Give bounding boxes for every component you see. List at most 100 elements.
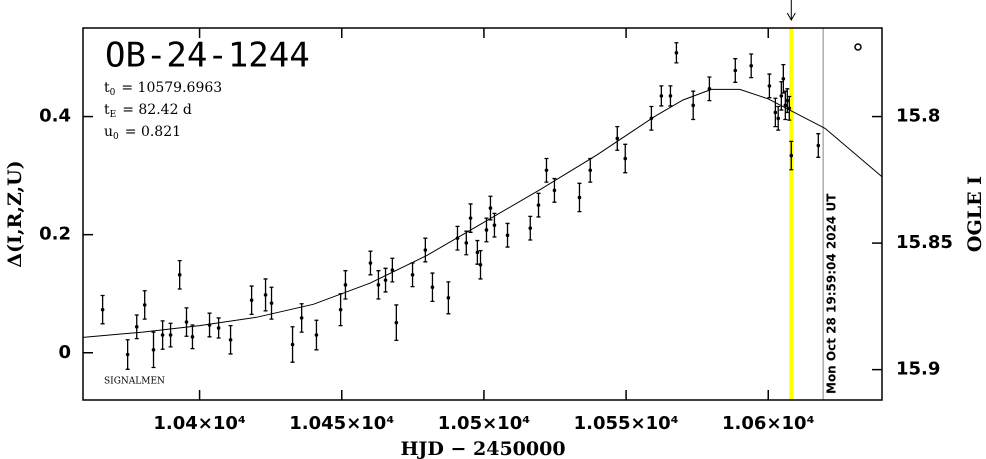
parameter-sub: 0 (110, 88, 116, 98)
x-tick-label: 1.06×10⁴ (722, 413, 815, 434)
data-point (314, 333, 319, 337)
data-point (536, 203, 541, 207)
data-point (190, 335, 195, 339)
y2-tick-label: 15.9 (896, 359, 940, 380)
y-tick-label: 0.2 (39, 224, 71, 245)
data-point (787, 106, 792, 111)
data-point (376, 283, 381, 287)
data-point (623, 156, 628, 161)
x-axis-label: HJD − 2450000 (400, 438, 565, 459)
data-point (588, 168, 593, 173)
data-point (749, 63, 754, 68)
data-point (134, 324, 139, 329)
parameter-value: = 82.42 d (122, 102, 192, 118)
timestamp-label: Mon Oct 28 19:59:04 2024 UT (825, 193, 839, 394)
data-point (290, 342, 295, 347)
data-point (168, 333, 173, 337)
data-point (338, 307, 343, 312)
data-point (423, 248, 428, 252)
data-point (733, 68, 738, 73)
data-point (773, 110, 778, 115)
data-point (781, 76, 786, 81)
data-point (478, 262, 483, 267)
data-point (779, 94, 784, 98)
data-point (368, 261, 373, 265)
data-point (151, 348, 156, 352)
parameter-sub: E (110, 110, 117, 120)
data-point (484, 228, 489, 232)
data-point (269, 301, 274, 305)
data-point (552, 188, 557, 193)
data-point (488, 206, 493, 210)
parameter: u0 = 0.821 (104, 124, 181, 142)
data-point (674, 51, 679, 55)
data-point (691, 103, 695, 108)
data-point (249, 298, 254, 303)
data-point (394, 320, 399, 325)
chart-title: OB-24-1244 (105, 36, 310, 76)
data-point (707, 87, 712, 91)
data-point (789, 153, 794, 158)
data-point (816, 143, 821, 148)
data-point (649, 116, 654, 121)
data-point (228, 337, 233, 342)
data-point (577, 195, 582, 200)
data-point (446, 296, 451, 300)
data-point (207, 323, 212, 327)
data-point (783, 103, 788, 108)
data-point (263, 293, 268, 297)
parameter-value: = 0.821 (125, 124, 181, 140)
data-point (184, 320, 189, 324)
data-point (142, 303, 147, 307)
data-point (125, 352, 130, 357)
x-tick-label: 1.055×10⁴ (574, 413, 679, 434)
symbol (854, 43, 862, 51)
data-point (430, 285, 435, 290)
data-point (475, 250, 480, 255)
data-point (659, 94, 664, 98)
parameter-value: = 10579.6963 (121, 80, 222, 96)
parameter-sub: 0 (113, 132, 119, 142)
y-axis-label: Δ(I,R,Z,U) (4, 160, 26, 267)
parameter-name: u (104, 124, 113, 140)
data-point (776, 116, 781, 121)
data-point (160, 333, 165, 337)
data-point (100, 307, 105, 312)
credit: SIGNALMEN (104, 377, 165, 387)
data-point (299, 316, 304, 320)
y2-axis-label: OGLE I (964, 176, 986, 252)
y-tick-label: 0 (58, 342, 71, 363)
data-point (410, 273, 415, 277)
plot-frame (82, 27, 883, 401)
x-tick-label: 1.04×10⁴ (153, 413, 246, 434)
data-point (216, 326, 221, 330)
data-point (383, 278, 388, 282)
data-point (343, 283, 348, 287)
data-point (528, 226, 533, 230)
data-point (390, 268, 395, 272)
model-curve (82, 88, 883, 338)
parameter: tE = 82.42 d (104, 102, 192, 120)
data-point (492, 223, 497, 228)
x-tick-label: 1.05×10⁴ (438, 413, 531, 434)
parameter-name: t (104, 80, 110, 96)
data-point (177, 273, 182, 277)
x-tick-label: 1.045×10⁴ (289, 413, 394, 434)
y-tick-label: 0.4 (39, 106, 71, 127)
data-point (668, 94, 673, 98)
data-point (544, 168, 549, 173)
y2-tick-label: 15.85 (896, 232, 953, 253)
data-point (455, 236, 460, 241)
parameter: t0 = 10579.6963 (104, 80, 222, 98)
data-point (615, 136, 620, 141)
data-point (464, 241, 469, 245)
marker-arrow (786, 0, 796, 22)
data-point (785, 98, 790, 103)
data-point (767, 84, 772, 88)
y2-tick-label: 15.8 (896, 106, 940, 127)
data-point (505, 233, 510, 238)
parameter-name: t (104, 102, 110, 118)
data-point (468, 216, 473, 220)
